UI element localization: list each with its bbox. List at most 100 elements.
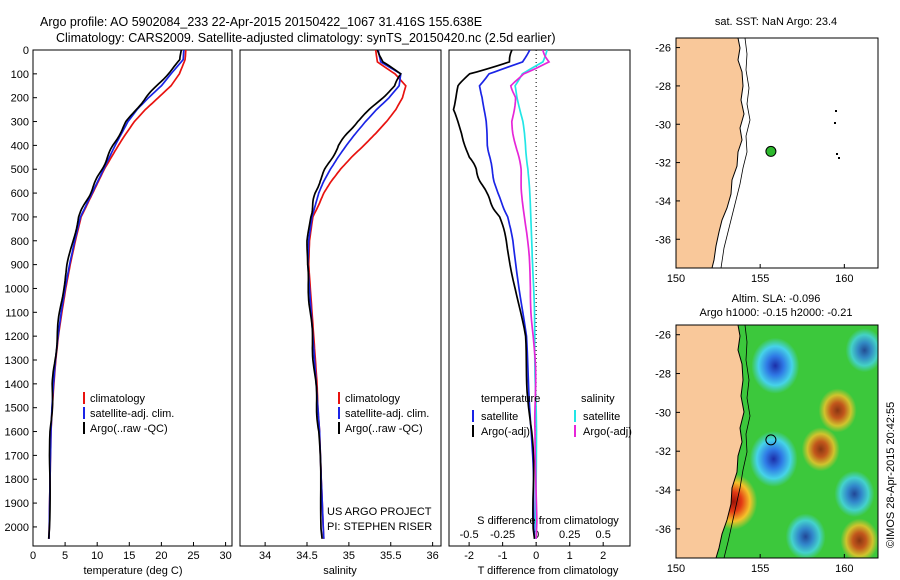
temperature-tick-label: 20 — [155, 550, 167, 562]
difference-legend-group-title: temperature — [481, 393, 540, 405]
depth-tick-label: 700 — [11, 212, 29, 224]
depth-tick-label: 900 — [11, 260, 29, 272]
difference-legend-label: satellite — [481, 411, 518, 423]
depth-tick-label: 1900 — [5, 498, 29, 510]
difference-x-ticks: -2 -1 0 1 2-0.5 -0.25 0 0.25 0.5 — [460, 529, 611, 562]
depth-tick-label: 0 — [23, 45, 29, 57]
depth-tick-label: 1400 — [5, 379, 29, 391]
sla-map-ticks: 150 155 160 -26 -28 -30 -32 -34 -36 — [655, 330, 853, 575]
project-annotation: US ARGO PROJECT — [327, 506, 432, 518]
depth-tick-label: 200 — [11, 93, 29, 105]
map-lat-tick-label: -32 — [655, 446, 671, 458]
map-lat-tick-label: -36 — [655, 234, 671, 246]
salinity-series-line — [306, 50, 402, 539]
difference-tick-label: 2 — [600, 550, 606, 562]
salinity-difference-label: S difference from climatology — [477, 515, 619, 527]
depth-tick-label: 600 — [11, 188, 29, 200]
difference-legend-label: Argo(-adj) — [481, 426, 530, 438]
sst-map-islands — [834, 110, 840, 159]
depth-tick-label: 400 — [11, 140, 29, 152]
temperature-legend-label: satellite-adj. clim. — [90, 408, 174, 420]
temperature-lines — [47, 50, 187, 539]
salinity-difference-tick-label: -0.5 — [460, 529, 479, 541]
map-lat-tick-label: -32 — [655, 158, 671, 170]
sst-map-ticks: 150 155 160 -26 -28 -30 -32 -34 -36 — [655, 43, 853, 285]
map-lat-tick-label: -30 — [655, 407, 671, 419]
sla-map-panel: Altim. SLA: -0.096 Argo h1000: -0.15 h20… — [655, 293, 879, 575]
difference-legend: temperature salinity satellite Argo(-adj) sa… — [472, 393, 632, 438]
sla-map-subtitle: Argo h1000: -0.15 h2000: -0.21 — [700, 307, 853, 319]
salinity-tick-label: 35 — [343, 550, 355, 562]
difference-legend-label: satellite — [583, 411, 620, 423]
difference-panel: -2 -1 0 1 2-0.5 -0.25 0 0.25 0.5 temperature sali… — [448, 49, 632, 577]
map-lon-tick-label: 155 — [751, 273, 769, 285]
difference-tick-label: 0 — [533, 550, 539, 562]
sst-map-shelf-contour — [720, 38, 751, 268]
temperature-plot-frame — [32, 49, 233, 547]
salinity-legend-label: climatology — [345, 393, 401, 405]
sla-low-anomaly — [749, 430, 798, 487]
difference-series-line — [478, 50, 536, 539]
map-lon-tick-label: 155 — [751, 563, 769, 575]
map-lat-tick-label: -28 — [655, 81, 671, 93]
sst-map-panel: sat. SST: NaN Argo: 23.4 150 155 160 -26 -28… — [655, 16, 879, 285]
depth-tick-label: 300 — [11, 117, 29, 129]
sst-map-land — [676, 38, 745, 268]
temperature-difference-label: T difference from climatology — [478, 565, 619, 577]
salinity-series-line — [307, 50, 407, 539]
difference-tick-label: -1 — [498, 550, 508, 562]
difference-legend-group-title: salinity — [581, 393, 615, 405]
difference-legend-label: Argo(-adj) — [583, 426, 632, 438]
temperature-depth-ticks: 0 100 200 300 400 500 600 700 800 900 1000 1100 1200… — [5, 45, 37, 534]
temperature-tick-label: 25 — [187, 550, 199, 562]
difference-plot-frame — [448, 49, 631, 547]
salinity-panel: 34 34.5 35 35.5 36 climatology satellite-adj.… — [239, 49, 442, 577]
salinity-lines — [306, 50, 407, 539]
temperature-tick-label: 10 — [91, 550, 103, 562]
temperature-series-line — [47, 50, 183, 539]
salinity-legend-label: satellite-adj. clim. — [345, 408, 429, 420]
sla-map-title: Altim. SLA: -0.096 — [732, 293, 821, 305]
temperature-tick-label: 5 — [62, 550, 68, 562]
map-lat-tick-label: -34 — [655, 196, 671, 208]
map-lat-tick-label: -28 — [655, 369, 671, 381]
sla-low-anomaly — [834, 470, 875, 518]
temperature-tick-label: 0 — [30, 550, 36, 562]
argo-float-location-marker — [765, 145, 777, 157]
salinity-legend: climatology satellite-adj. clim. Argo(..ra… — [338, 392, 429, 435]
salinity-difference-tick-label: -0.25 — [490, 529, 515, 541]
depth-tick-label: 2000 — [5, 522, 29, 534]
temperature-x-axis-label: temperature (deg C) — [83, 565, 182, 577]
map-lat-tick-label: -34 — [655, 485, 671, 497]
salinity-tick-label: 35.5 — [380, 550, 401, 562]
sla-map-shelf-contour — [723, 325, 751, 558]
salinity-legend-label: Argo(..raw -QC) — [345, 423, 423, 435]
salinity-tick-label: 34 — [259, 550, 271, 562]
salinity-tick-label: 34.5 — [296, 550, 317, 562]
argo-float-location-outline — [765, 434, 777, 446]
map-lat-tick-label: -26 — [655, 330, 671, 342]
depth-tick-label: 1500 — [5, 403, 29, 415]
depth-tick-label: 1600 — [5, 427, 29, 439]
temperature-tick-label: 30 — [219, 550, 231, 562]
figure-title-line-1: Argo profile: AO 5902084_233 22-Apr-2015… — [40, 15, 482, 29]
sla-low-anomaly — [845, 328, 878, 373]
depth-tick-label: 800 — [11, 236, 29, 248]
depth-tick-label: 100 — [11, 69, 29, 81]
sla-map-blobs — [698, 328, 878, 558]
difference-tick-label: -2 — [464, 550, 474, 562]
salinity-x-axis-label: salinity — [323, 565, 357, 577]
depth-tick-label: 1700 — [5, 450, 29, 462]
depth-tick-label: 1100 — [5, 307, 29, 319]
salinity-tick-label: 36 — [427, 550, 439, 562]
difference-series-line — [509, 50, 551, 539]
temperature-tick-label: 15 — [123, 550, 135, 562]
sla-high-anomaly — [801, 427, 840, 472]
salinity-plot-frame — [239, 49, 442, 547]
sla-map-land — [676, 325, 745, 558]
figure-title-line-2: Climatology: CARS2009. Satellite-adjuste… — [56, 31, 556, 45]
map-lat-tick-label: -36 — [655, 524, 671, 536]
temperature-series-line — [48, 50, 185, 539]
temperature-legend: climatology satellite-adj. clim. Argo(..ra… — [83, 392, 174, 435]
map-lon-tick-label: 160 — [835, 273, 853, 285]
